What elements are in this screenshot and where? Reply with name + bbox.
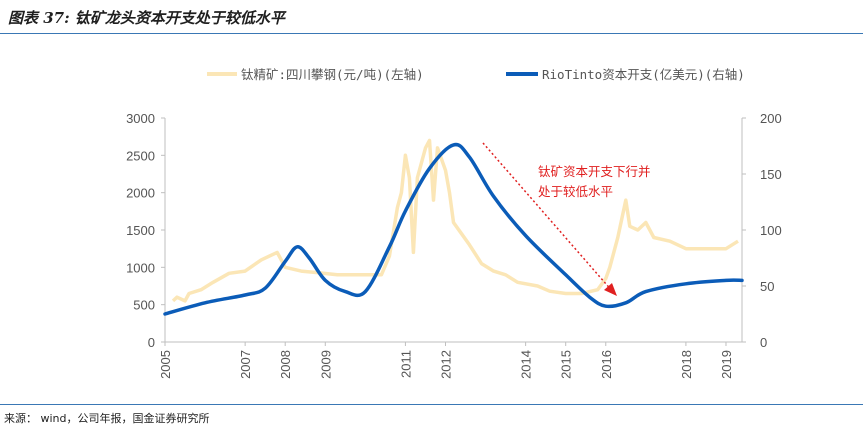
right-tick-label: 100: [760, 223, 782, 238]
series-line-titanium-price: [171, 138, 739, 303]
left-tick-label: 0: [148, 335, 155, 350]
x-tick-label: 2005: [158, 350, 173, 379]
right-tick-label: 200: [760, 111, 782, 126]
title-bar: 图表 37: 钛矿龙头资本开支处于较低水平: [0, 0, 863, 34]
x-tick-label: 2014: [519, 350, 534, 379]
x-tick-label: 2016: [599, 350, 614, 379]
axes: 0 500 1000 1500 2000 2500 3000 0 50 100 150 200 2005…: [126, 111, 782, 379]
annotation-arrowhead: [604, 283, 617, 296]
legend: 钛精矿:四川攀钢(元/吨)(左轴) RioTinto资本开支(亿美元)(右轴): [207, 67, 745, 82]
left-tick-label: 3000: [126, 111, 155, 126]
annotation-line-1: 钛矿资本开支下行并: [538, 164, 651, 179]
right-tick-label: 150: [760, 167, 782, 182]
x-tick-label: 2007: [238, 350, 253, 379]
footer-divider: [0, 404, 863, 405]
x-tick-label: 2019: [719, 350, 734, 379]
legend-label-left-series: 钛精矿:四川攀钢(元/吨)(左轴): [241, 67, 424, 82]
series-left: [171, 138, 739, 303]
annotation: 钛矿资本开支下行并 处于较低水平: [482, 142, 651, 296]
series-right: [163, 142, 744, 316]
source-note: 来源： wind，公司年报，国金证券研究所: [4, 412, 210, 425]
left-tick-label: 1000: [126, 260, 155, 275]
x-tick-label: 2011: [398, 350, 413, 378]
right-tick-label: 50: [760, 279, 774, 294]
x-tick-label: 2009: [318, 350, 333, 379]
page-title: 图表 37: 钛矿龙头资本开支处于较低水平: [8, 9, 285, 27]
x-tick-label: 2015: [559, 350, 574, 379]
annotation-line-2: 处于较低水平: [538, 184, 613, 199]
annotation-arrow: [482, 142, 614, 293]
right-tick-label: 0: [760, 335, 767, 350]
x-tick-label: 2018: [679, 350, 694, 379]
left-tick-label: 500: [133, 298, 155, 313]
legend-label-right-series: RioTinto资本开支(亿美元)(右轴): [542, 67, 745, 82]
x-tick-label: 2012: [438, 350, 453, 379]
left-tick-label: 1500: [126, 223, 155, 238]
x-tick-label: 2008: [278, 350, 293, 379]
left-tick-label: 2500: [126, 148, 155, 163]
series-line-riotinto-capex: [163, 142, 744, 316]
left-tick-label: 2000: [126, 186, 155, 201]
